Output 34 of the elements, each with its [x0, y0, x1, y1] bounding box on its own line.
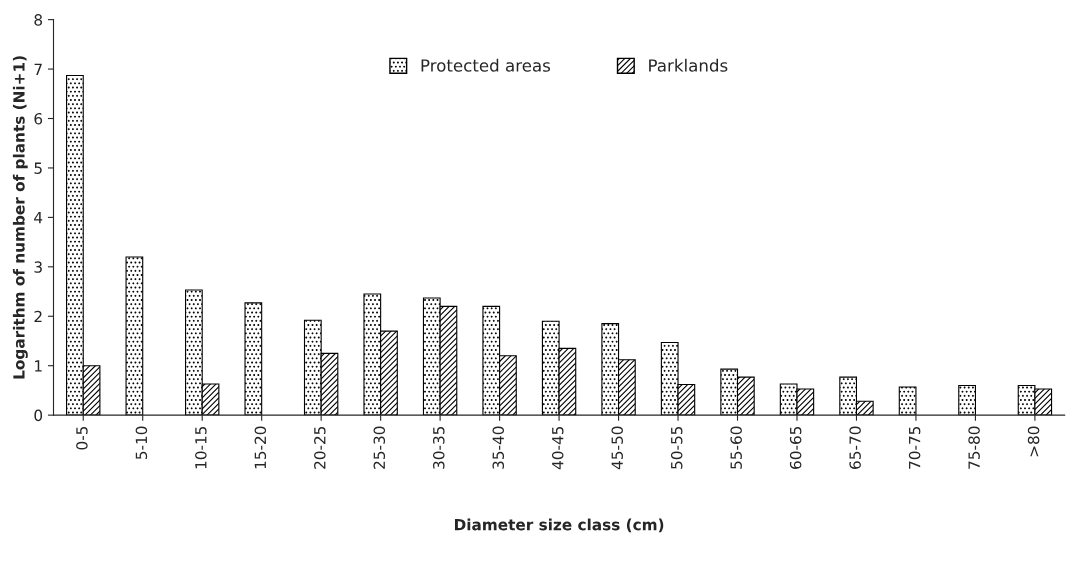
x-tick-label: 35-40: [492, 426, 505, 469]
x-tick-label: 25-30: [373, 426, 386, 469]
x-tick-label: 20-25: [314, 426, 326, 469]
x-tick-label: 40-45: [551, 426, 564, 470]
y-tick-label: 3: [34, 261, 42, 273]
y-tick-label: 5: [34, 162, 42, 174]
y-tick-label: 2: [34, 310, 42, 323]
x-tick-label: 45-50: [611, 426, 623, 470]
y-tick-label: 4: [34, 212, 43, 224]
x-tick-label: 15-20: [254, 426, 267, 469]
x-tick-label: 0-5: [76, 426, 88, 450]
bar: [898, 386, 917, 416]
y-tick-label: 1: [35, 360, 42, 372]
x-tick-label: 5-10: [135, 426, 148, 460]
y-tick-label: 6: [34, 112, 43, 125]
y-tick-label: 0: [34, 409, 43, 422]
x-tick-label: 30-35: [432, 426, 445, 469]
bar: [244, 302, 263, 416]
bar: [125, 256, 144, 416]
x-tick-label: 65-70: [849, 426, 861, 469]
x-tick-label: 55-60: [730, 426, 742, 469]
x-tick-label: 70-75: [908, 426, 921, 469]
x-tick-label: >80: [1027, 426, 1040, 457]
y-tick-label: 7: [34, 63, 42, 75]
bar: [958, 384, 976, 416]
y-tick-label: 8: [34, 14, 43, 26]
legend-label: Parklands: [649, 58, 728, 72]
x-axis-title: Diameter size class (cm): [454, 518, 664, 533]
x-tick-label: 10-15: [195, 426, 207, 469]
x-tick-label: 60-65: [789, 426, 802, 469]
x-tick-label: 50-55: [670, 426, 683, 469]
x-tick-label: 75-80: [968, 426, 980, 469]
y-axis-title: Logarithm of number of plants (Ni+1): [12, 56, 28, 379]
legend-label: Protected areas: [421, 58, 551, 72]
